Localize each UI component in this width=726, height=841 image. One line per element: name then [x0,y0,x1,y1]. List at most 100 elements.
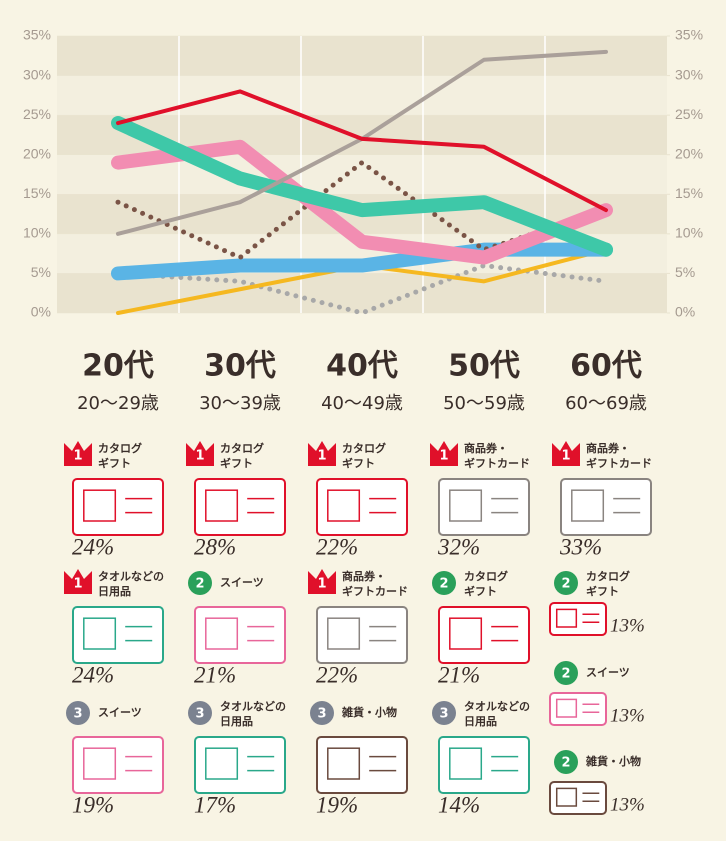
item-label: カタログ [98,441,142,455]
item-icon [316,736,408,794]
item-icon-detail [83,489,117,522]
item-percent: 32% [437,534,480,559]
rank-crown [308,441,336,466]
age-range: 60〜69歳 [565,393,647,414]
item-icon [549,602,607,636]
item-icon [438,478,530,536]
y2-tick-label: 30% [675,66,703,82]
age-heading: 20代 [82,349,154,384]
item-percent: 33% [559,534,602,559]
rank-number: 3 [439,707,448,722]
y2-tick-label: 20% [675,145,703,161]
item-icon [194,736,286,794]
item-percent: 21% [194,662,236,687]
rank-number: 1 [73,449,82,464]
y2-tick-label: 10% [675,225,703,241]
rank-badge [554,661,578,685]
rank-number: 1 [73,577,82,592]
y-tick-label: 0% [31,304,51,320]
item-label: ギフトカード [586,456,652,470]
rank-badge [66,701,90,725]
series-line [111,139,613,265]
series-line [111,242,613,281]
rank-crown [430,441,458,466]
item-percent: 19% [72,792,114,817]
item-label: 日用品 [464,715,497,728]
item-label: カタログ [342,441,386,455]
item-label: 雑貨・小物 [341,705,397,719]
item-percent: 13% [610,794,645,815]
item-percent: 24% [72,662,114,687]
item-icon-detail [555,698,578,718]
item-icon-detail [83,617,117,650]
y-tick-label: 5% [31,264,51,280]
series-line [116,89,608,213]
item-label: 雑貨・小物 [585,754,641,768]
item-icon-detail [83,747,117,780]
y-tick-label: 20% [23,145,51,161]
item-icon-detail [449,617,483,650]
y-tick-label: 15% [23,185,51,201]
item-icon [72,478,164,536]
rank-badge [432,701,456,725]
item-percent: 17% [194,792,236,817]
rank-crown [64,441,92,466]
item-percent: 14% [438,792,480,817]
rank-number: 1 [317,577,326,592]
item-icon [194,478,286,536]
item-label: 商品券・ [464,441,508,455]
item-icon-detail [205,489,239,522]
y2-tick-label: 15% [675,185,703,201]
item-label: ギフトカード [342,584,408,598]
item-icon [194,606,286,664]
item-icon-detail [327,489,361,522]
item-label: 日用品 [98,585,131,598]
item-icon-detail [205,747,239,780]
y-tick-label: 25% [23,106,51,122]
y-tick-label: 10% [23,225,51,241]
age-heading: 30代 [204,349,276,384]
y-tick-label: 35% [23,27,51,43]
item-label: ギフト [342,456,375,470]
rank-number: 2 [195,577,204,592]
item-label: スイーツ [220,576,264,589]
rank-number: 2 [561,756,570,771]
y2-tick-label: 35% [675,27,703,43]
item-label: 日用品 [220,715,253,728]
item-icon-detail [327,617,361,650]
rank-crown [552,441,580,466]
y2-tick-label: 5% [675,264,695,280]
age-range: 20〜29歳 [77,393,159,414]
rank-crown [64,569,92,594]
item-icon [549,692,607,726]
rank-number: 2 [561,667,570,682]
grid-band [57,75,667,116]
item-icon-detail [327,747,361,780]
item-icon [316,606,408,664]
item-label: 商品券・ [342,569,386,583]
series-line [115,160,609,261]
item-label: タオルなどの [220,700,286,713]
item-icon [438,736,530,794]
item-label: ギフト [98,456,131,470]
item-label: ギフト [464,584,497,598]
rank-crown [308,569,336,594]
age-range: 40〜49歳 [321,393,403,414]
rank-number: 2 [439,577,448,592]
age-range: 50〜59歳 [443,393,525,414]
rank-badge [188,701,212,725]
rank-badge [554,571,578,595]
item-label: スイーツ [586,666,630,679]
item-percent: 19% [316,792,358,817]
rank-number: 3 [73,707,82,722]
age-range: 30〜39歳 [199,393,281,414]
item-label: ギフトカード [464,456,530,470]
item-label: スイーツ [98,706,142,719]
item-icon [72,736,164,794]
rank-number: 2 [561,577,570,592]
item-percent: 28% [194,534,236,559]
y-tick-label: 30% [23,66,51,82]
item-label: カタログ [464,569,508,583]
item-label: 商品券・ [586,441,630,455]
